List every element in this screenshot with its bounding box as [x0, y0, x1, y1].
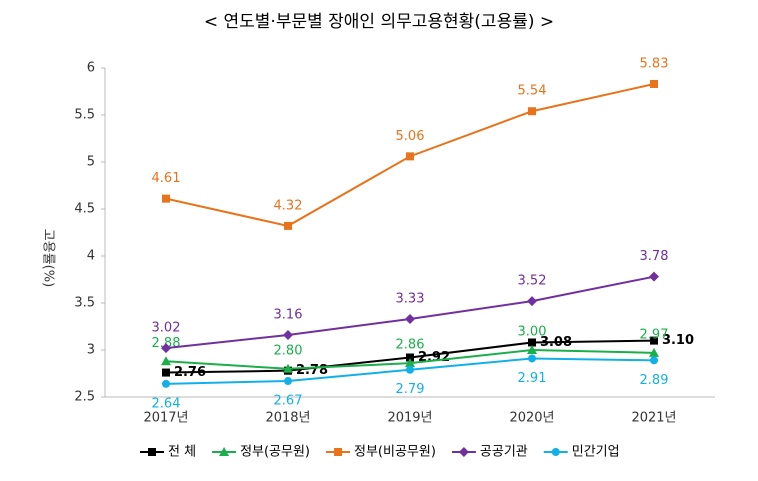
marker — [527, 296, 537, 307]
x-tick-label: 2017년 — [143, 411, 188, 426]
legend-label: 정부(공무원) — [240, 445, 310, 460]
marker — [334, 448, 343, 456]
data-label: 2.67 — [274, 394, 303, 409]
marker — [219, 447, 230, 456]
y-axis-label: 고용률(%) — [41, 229, 56, 287]
y-tick-label: 5 — [87, 155, 95, 170]
marker — [649, 271, 659, 282]
marker — [458, 447, 469, 457]
data-label: 3.10 — [662, 333, 694, 348]
data-label: 3.00 — [518, 325, 547, 340]
marker — [283, 363, 293, 373]
marker — [161, 343, 171, 354]
data-label: 3.33 — [396, 291, 425, 306]
y-tick-label: 2.5 — [74, 390, 95, 405]
marker — [284, 377, 292, 386]
data-label: 3.02 — [152, 321, 181, 336]
y-tick-label: 3.5 — [74, 296, 95, 311]
marker — [162, 368, 170, 377]
marker — [406, 365, 414, 374]
marker — [649, 347, 659, 357]
marker — [528, 107, 536, 116]
data-label: 2.79 — [396, 382, 425, 397]
y-tick-label: 6 — [87, 61, 95, 76]
legend-label: 전 체 — [168, 445, 196, 460]
data-label: 3.78 — [640, 249, 669, 264]
data-label: 2.86 — [396, 338, 425, 353]
data-label: 3.52 — [518, 274, 547, 289]
data-label: 5.06 — [396, 129, 425, 144]
data-label: 2.76 — [174, 365, 206, 380]
marker — [527, 345, 537, 354]
marker — [161, 356, 171, 366]
data-label: 5.83 — [640, 56, 669, 71]
y-tick-label: 3 — [87, 343, 95, 358]
marker — [528, 354, 536, 363]
x-tick-label: 2020년 — [509, 411, 554, 426]
marker — [650, 336, 658, 345]
marker — [283, 329, 293, 340]
legend-label: 민간기업 — [572, 445, 620, 460]
marker — [406, 353, 414, 362]
marker — [528, 338, 536, 347]
data-label: 2.64 — [152, 396, 181, 411]
marker — [162, 379, 170, 388]
x-tick-label: 2021년 — [631, 411, 676, 426]
x-tick-label: 2018년 — [265, 411, 310, 426]
data-label: 5.54 — [518, 84, 547, 99]
marker — [650, 356, 658, 365]
data-label: 3.08 — [540, 335, 572, 350]
data-label: 2.91 — [518, 371, 547, 386]
marker — [405, 358, 415, 368]
x-tick-label: 2019년 — [387, 411, 432, 426]
y-tick-label: 5.5 — [74, 108, 95, 123]
legend-label: 공공기관 — [480, 445, 528, 460]
marker — [148, 448, 156, 456]
marker — [406, 152, 414, 161]
data-label: 2.89 — [640, 373, 669, 388]
data-label: 2.78 — [296, 363, 328, 378]
y-tick-label: 4 — [87, 249, 95, 264]
chart-title: < 연도별·부문별 장애인 의무고용현황(고용률) > — [204, 12, 554, 32]
data-label: 2.80 — [274, 343, 303, 358]
y-tick-label: 4.5 — [74, 202, 95, 217]
marker — [650, 79, 658, 88]
data-label: 4.61 — [152, 171, 181, 186]
data-label: 2.97 — [640, 327, 669, 342]
data-label: 4.32 — [274, 198, 303, 213]
marker — [405, 313, 415, 324]
marker — [284, 221, 292, 230]
data-label: 3.16 — [274, 307, 303, 322]
marker — [162, 194, 170, 203]
marker — [551, 448, 560, 456]
legend-label: 정부(비공무원) — [354, 445, 436, 460]
